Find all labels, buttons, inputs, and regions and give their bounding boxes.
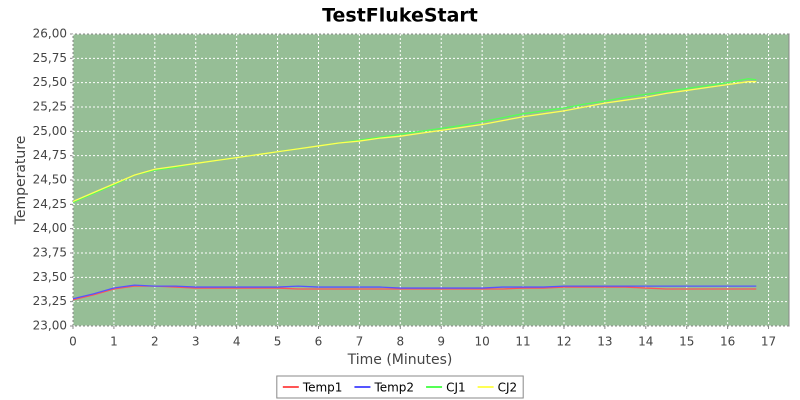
y-axis-label: Temperature [13, 136, 29, 226]
y-tick-label: 26,00 [33, 27, 67, 41]
x-tick-label: 10 [475, 335, 490, 349]
x-tick-label: 12 [556, 335, 571, 349]
y-tick-label: 24,25 [33, 197, 67, 211]
legend-box [276, 375, 524, 399]
x-tick-label: 13 [597, 335, 612, 349]
x-tick-label: 17 [761, 335, 776, 349]
x-tick-label: 6 [315, 335, 323, 349]
x-tick-label: 1 [110, 335, 118, 349]
x-tick-label: 3 [192, 335, 200, 349]
x-tick-label: 8 [396, 335, 404, 349]
x-tick-label: 14 [638, 335, 653, 349]
x-tick-label: 16 [720, 335, 735, 349]
x-tick-label: 15 [679, 335, 694, 349]
series-line [72, 284, 757, 300]
legend-label: Temp1 [302, 381, 343, 395]
y-tick-label: 23,25 [33, 294, 67, 308]
x-tick-label: 0 [69, 335, 77, 349]
series-line [72, 81, 757, 203]
y-tick-label: 23,50 [33, 270, 67, 284]
y-tick-label: 24,00 [33, 221, 67, 235]
legend-label: CJ1 [446, 381, 466, 395]
y-tick-label: 25,00 [33, 124, 67, 138]
y-tick-label: 25,75 [33, 51, 67, 65]
x-axis-label: Time (Minutes) [347, 352, 453, 368]
legend: Temp1 Temp2 CJ1 CJ2 [276, 375, 524, 399]
y-tick-label: 25,25 [33, 100, 67, 114]
x-tick-label: 9 [437, 335, 445, 349]
chart-title: TestFlukeStart [322, 5, 478, 27]
y-tick-label: 24,50 [33, 173, 67, 187]
legend-label: CJ2 [498, 381, 518, 395]
y-tick-label: 23,75 [33, 246, 67, 260]
legend-label: Temp2 [373, 381, 414, 395]
x-tick-label: 11 [515, 335, 530, 349]
y-tick-label: 23,00 [33, 319, 67, 333]
y-tick-label: 25,50 [33, 75, 67, 89]
series-line [72, 285, 757, 301]
x-tick-label: 4 [233, 335, 241, 349]
x-tick-label: 5 [274, 335, 282, 349]
x-tick-label: 2 [151, 335, 159, 349]
y-tick-label: 24,75 [33, 148, 67, 162]
x-tick-label: 7 [356, 335, 364, 349]
